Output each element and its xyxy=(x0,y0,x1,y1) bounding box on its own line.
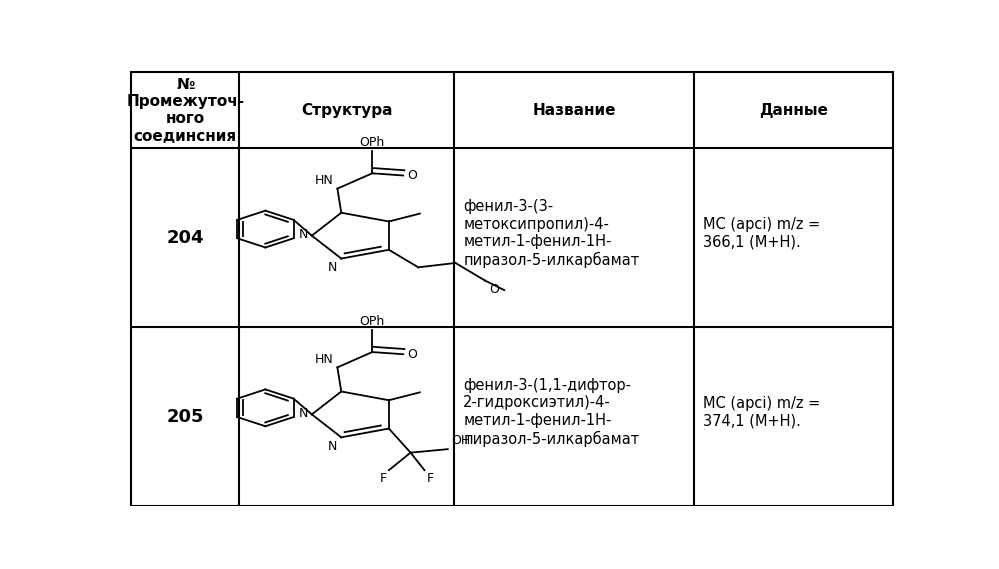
Text: МС (apci) m/z =
366,1 (M+H).: МС (apci) m/z = 366,1 (M+H). xyxy=(703,217,820,250)
Text: O: O xyxy=(407,348,417,361)
Text: F: F xyxy=(427,472,434,484)
Text: фенил-3-(1,1-дифтор-
2-гидроксиэтил)-4-
метил-1-фенил-1Н-
пиразол-5-илкарбамат: фенил-3-(1,1-дифтор- 2-гидроксиэтил)-4- … xyxy=(464,378,639,447)
Text: OPh: OPh xyxy=(360,136,385,149)
Text: 205: 205 xyxy=(167,407,204,426)
Text: N: N xyxy=(299,407,308,420)
Text: N: N xyxy=(299,228,308,241)
Text: OPh: OPh xyxy=(360,315,385,328)
Text: 204: 204 xyxy=(167,229,204,247)
Text: N: N xyxy=(328,439,338,452)
Text: HN: HN xyxy=(315,353,334,366)
Text: Структура: Структура xyxy=(301,102,393,118)
Text: Название: Название xyxy=(532,102,615,118)
Text: O: O xyxy=(489,283,499,296)
Text: фенил-3-(3-
метоксипропил)-4-
метил-1-фенил-1Н-
пиразол-5-илкарбамат: фенил-3-(3- метоксипропил)-4- метил-1-фе… xyxy=(464,199,639,268)
Text: O: O xyxy=(407,169,417,182)
Text: HN: HN xyxy=(315,174,334,187)
Text: OH: OH xyxy=(451,434,471,447)
Text: МС (apci) m/z =
374,1 (M+H).: МС (apci) m/z = 374,1 (M+H). xyxy=(703,396,820,428)
Text: №
Промежуточ-
ного
соединсния: № Промежуточ- ного соединсния xyxy=(126,76,245,144)
Text: Данные: Данные xyxy=(759,102,828,118)
Text: N: N xyxy=(328,261,338,274)
Text: F: F xyxy=(380,472,387,484)
